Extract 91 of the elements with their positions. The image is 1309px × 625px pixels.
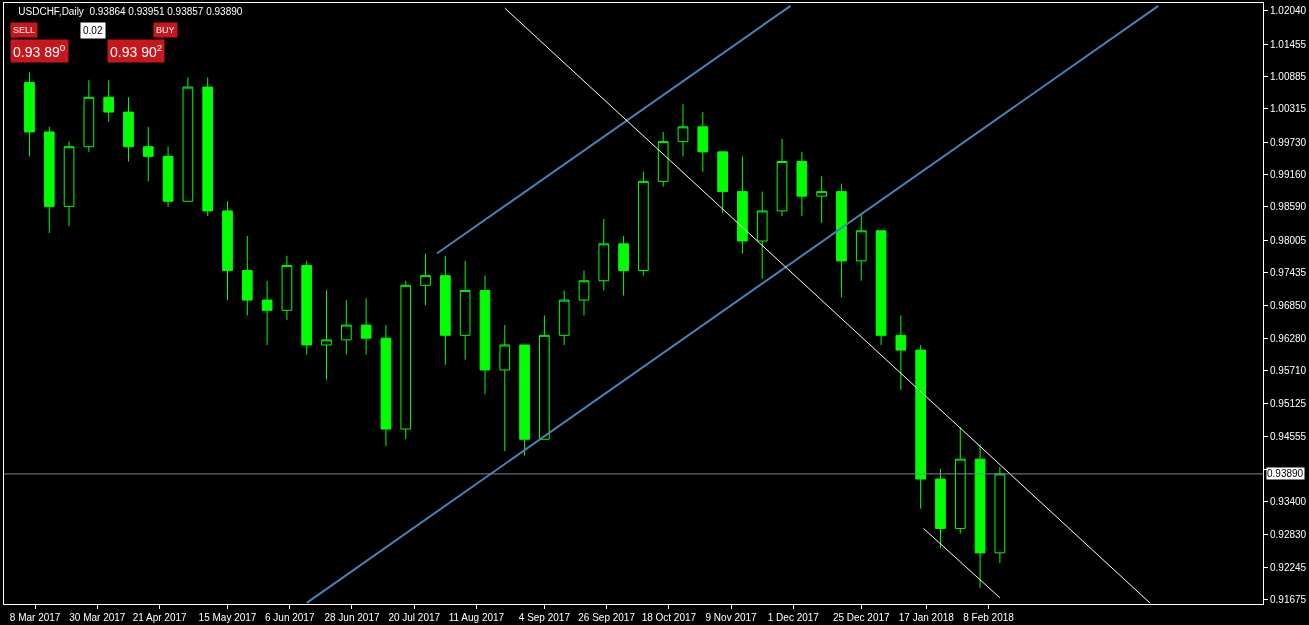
candlestick <box>222 200 233 301</box>
y-tick-label: 0.96850 <box>1270 300 1307 312</box>
candlestick <box>578 270 590 316</box>
x-tick-label: 15 May 2017 <box>198 612 257 623</box>
candlestick <box>24 71 35 157</box>
candlestick <box>142 126 154 182</box>
candlestick <box>103 79 115 123</box>
candlestick <box>677 103 689 157</box>
candlestick <box>360 297 372 356</box>
candlestick <box>974 443 986 589</box>
y-tick-label: 0.96280 <box>1270 332 1307 344</box>
x-tick-label: 28 Jun 2017 <box>324 612 380 623</box>
candlestick <box>182 76 194 202</box>
candlestick <box>935 468 946 549</box>
candlestick <box>261 280 273 346</box>
x-tick-label: 17 Jan 2018 <box>898 612 955 623</box>
candlestick <box>816 175 827 224</box>
y-tick-label: 1.02040 <box>1270 5 1307 17</box>
candlestick <box>638 171 649 277</box>
y-tick-label: 0.94555 <box>1270 430 1307 442</box>
y-tick-label: 0.95710 <box>1270 365 1307 377</box>
candlestick <box>717 151 728 214</box>
annotation: 0.93 90$^{2}$ <box>110 42 163 60</box>
candlestick <box>281 255 293 321</box>
candlestick <box>776 138 788 217</box>
annotation: 0.02 <box>83 25 103 36</box>
x-tick-label: 1 Dec 2017 <box>767 612 820 623</box>
annotation: 0.93 89$^{0}$ <box>13 42 66 60</box>
x-tick-label: 21 Apr 2017 <box>132 612 188 623</box>
y-tick-label: 0.99160 <box>1270 169 1307 181</box>
candlestick <box>321 289 332 381</box>
candlestick <box>301 260 313 356</box>
candlestick <box>539 314 550 440</box>
annotation: SELL <box>13 25 36 35</box>
candlestick <box>380 324 392 447</box>
candlestick <box>954 426 966 535</box>
candlestick <box>994 466 1006 564</box>
y-tick-label: 0.98005 <box>1270 234 1307 246</box>
y-tick-label: 0.97435 <box>1270 267 1307 279</box>
candlestick <box>836 183 847 298</box>
x-tick-label: 8 Mar 2017 <box>9 612 61 623</box>
candlestick <box>558 289 570 346</box>
candlestick <box>83 79 95 153</box>
candlestick <box>123 96 134 162</box>
y-tick-label: 0.95125 <box>1270 398 1307 410</box>
candlestick <box>440 255 451 366</box>
candlestick <box>202 76 214 217</box>
x-tick-label: 20 Jul 2017 <box>388 612 441 623</box>
candlestick <box>618 235 629 297</box>
x-tick-label: 9 Nov 2017 <box>705 612 758 623</box>
candlestick <box>875 230 887 346</box>
candlestick <box>756 191 768 280</box>
candlestick <box>400 280 412 440</box>
candlestick <box>796 151 808 217</box>
candlestick <box>915 344 927 510</box>
x-tick-label: 30 Mar 2017 <box>69 612 126 623</box>
chart-title: USDCHF,Daily 0.93864 0.93951 0.93857 0.93890 <box>18 5 243 17</box>
y-tick-label: 0.93400 <box>1270 496 1307 508</box>
candlestick <box>697 111 709 173</box>
candlestick <box>519 344 530 457</box>
x-tick-label: 18 Oct 2017 <box>641 612 697 623</box>
annotation: BUY <box>156 25 175 35</box>
ref-line-label: 0.93890 <box>1267 468 1304 479</box>
candlestick <box>459 260 471 361</box>
candlestick <box>479 275 491 395</box>
y-tick-label: 1.00885 <box>1270 71 1307 83</box>
y-tick-label: 0.99730 <box>1270 136 1307 148</box>
candlestick <box>499 324 511 452</box>
candlestick <box>737 155 748 255</box>
candlestick <box>657 131 669 187</box>
x-tick-label: 26 Sep 2017 <box>578 612 636 623</box>
y-tick-label: 0.98590 <box>1270 201 1307 213</box>
y-tick-label: 0.91675 <box>1270 594 1307 606</box>
candlestick <box>43 126 55 234</box>
candlestick <box>340 299 352 356</box>
y-tick-label: 0.92245 <box>1270 561 1307 573</box>
x-tick-label: 25 Dec 2017 <box>832 612 891 623</box>
candlestick <box>420 253 431 306</box>
x-tick-label: 6 Jun 2017 <box>265 612 315 623</box>
candlestick <box>241 235 253 316</box>
candlestick <box>855 213 867 282</box>
y-tick-label: 1.00315 <box>1270 103 1307 115</box>
y-tick-label: 0.92830 <box>1270 528 1307 540</box>
candlestick <box>162 146 174 208</box>
x-tick-label: 8 Feb 2018 <box>963 612 1015 623</box>
x-tick-label: 11 Aug 2017 <box>448 612 505 623</box>
x-tick-label: 4 Sep 2017 <box>518 612 571 623</box>
candlestick <box>895 314 907 391</box>
candlestick <box>63 141 75 227</box>
y-tick-label: 1.01455 <box>1270 38 1307 50</box>
candlestick <box>598 218 610 291</box>
